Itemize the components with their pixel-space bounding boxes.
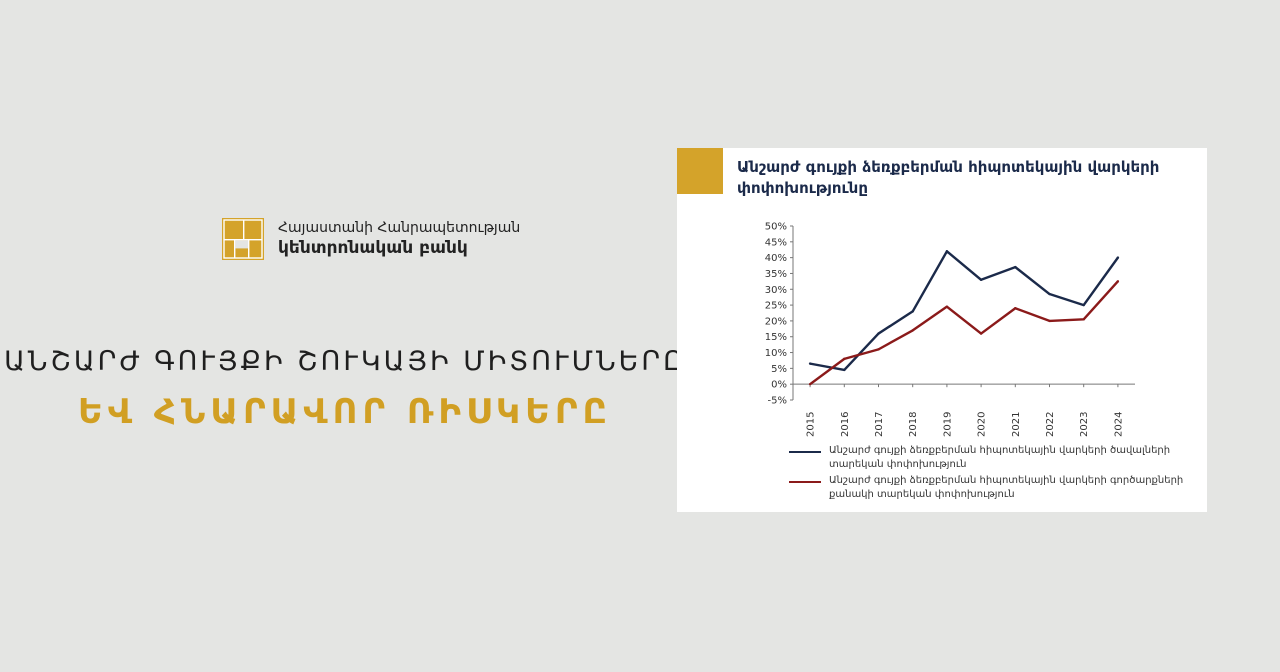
y-tick-label: 40% [765,253,787,264]
series-1-point [979,278,983,281]
headline-line-2: ԵՎ ՀՆԱՐԱՎՈՐ ՌԻՍԿԵՐԸ [77,392,613,432]
y-tick-label: 35% [765,269,787,280]
x-tick-label: 2022 [1045,412,1056,437]
x-tick-label: 2023 [1079,412,1090,437]
series-2-point [1048,319,1051,323]
y-tick-label: 25% [765,301,787,312]
chart-title: Անշարժ գույքի ձեռքբերման հիպոտեկային վար… [737,158,1160,197]
legend-label-2: Անշարժ գույքի ձեռքբերման հիպոտեկային վար… [829,475,1184,500]
y-tick-label: 15% [765,332,787,343]
x-tick-label: 2019 [942,412,953,437]
x-tick-label: 2024 [1113,412,1124,437]
series-1-point [808,362,812,365]
series-2-point [911,329,914,332]
card-accent-square [677,148,723,194]
y-tick-label: 10% [765,348,787,359]
y-tick-label: 20% [765,316,787,327]
series-2-point [843,357,846,361]
series-2-point [945,305,949,308]
series-2-point [1082,318,1085,321]
series-1-point [1014,265,1017,269]
logo-line-1: Հայաստանի Հանրապետության [278,220,521,236]
x-tick-label: 2018 [908,412,919,437]
series-1-point [1082,303,1085,307]
y-tick-label: -5% [768,396,787,407]
y-tick-label: 45% [765,237,787,248]
series-1-point [1048,292,1051,296]
logo-line-2: կենտրոնական բանկ [278,238,468,258]
legend-entry-2: Անշարժ գույքի ձեռքբերման հիպոտեկային վար… [789,474,1199,502]
x-tick-label: 2021 [1011,412,1022,437]
legend-label-1: Անշարժ գույքի ձեռքբերման հիպոտեկային վար… [829,445,1171,470]
x-tick-label: 2016 [840,412,851,437]
series-2-point [1014,307,1017,310]
y-tick-label: 5% [771,364,787,375]
x-tick-label: 2015 [806,412,817,437]
legend-swatch-1 [789,451,821,453]
series-2-point [808,382,812,386]
series-1-point [945,250,949,253]
series-1-point [911,310,914,313]
legend-swatch-2 [789,481,821,483]
y-tick-label: 30% [765,285,787,296]
series-1-point [843,368,846,372]
series-2-point [979,332,983,335]
x-tick-label: 2017 [874,412,885,437]
y-tick-label: 0% [771,380,787,391]
series-line-1 [809,250,1119,372]
legend-entry-1: Անշարժ գույքի ձեռքբերման հիպոտեկային վար… [789,444,1199,472]
cba-logo: Հայաստանի Հանրապետության կենտրոնական բան… [222,218,520,260]
series-1-point [877,332,880,335]
series-1-point [1116,256,1120,259]
series-line-2 [809,280,1119,386]
cba-emblem-icon [222,218,264,260]
series-2-point [1116,280,1120,283]
line-chart: 50% 45% 40% 35% 30% 25% 20% 15% 10% 5% 0% -5% 2015 20… [765,222,1135,437]
headline-line-1: ԱՆՇԱՐԺ ԳՈՒՅՔԻ ՇՈՒԿԱՅԻ ՄԻՏՈՒՄՆԵՐԸ [4,346,686,377]
x-tick-label: 2020 [977,412,988,437]
y-tick-label: 50% [765,222,787,233]
series-2-point [877,348,880,351]
chart-card: Անշարժ գույքի ձեռքբերման հիպոտեկային վար… [677,148,1207,512]
